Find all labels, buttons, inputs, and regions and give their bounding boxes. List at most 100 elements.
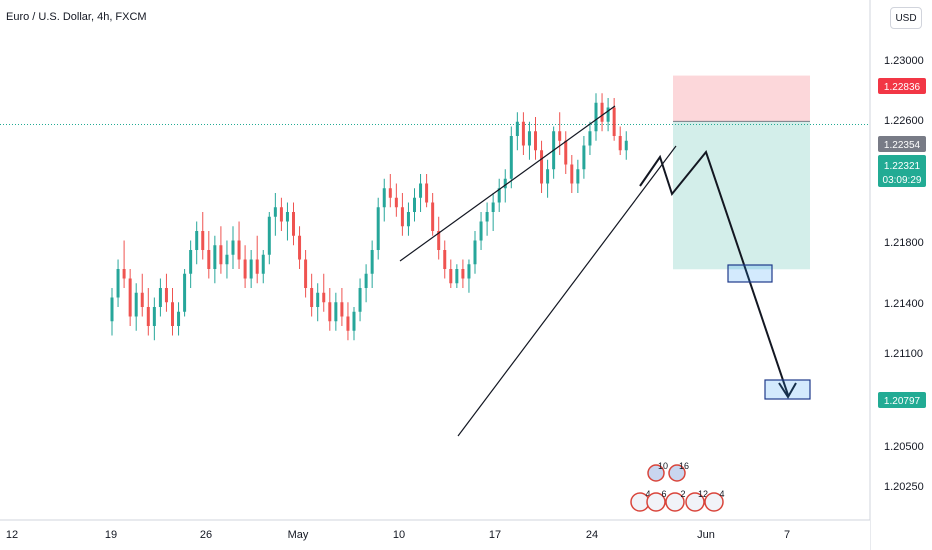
- candle: [534, 117, 537, 160]
- candle-body: [467, 264, 471, 279]
- candle-body: [285, 212, 289, 222]
- candle: [273, 193, 277, 236]
- candle-body: [322, 292, 326, 303]
- event-marker[interactable]: 2: [665, 489, 686, 512]
- countdown-timer: 03:09:29: [883, 175, 922, 186]
- candle: [231, 226, 235, 269]
- target-box-mid[interactable]: [727, 264, 773, 283]
- candle: [267, 212, 271, 265]
- candle: [334, 292, 338, 331]
- candle: [600, 93, 604, 132]
- candle-body: [437, 231, 441, 250]
- candle: [606, 98, 610, 132]
- target-box-final[interactable]: [764, 379, 811, 400]
- candle-body: [243, 259, 247, 279]
- candle: [431, 193, 435, 236]
- candle: [576, 159, 580, 193]
- candle-body: [128, 278, 132, 317]
- candle: [249, 250, 253, 288]
- take-profit-badge: 1.20797: [878, 392, 926, 408]
- candle: [376, 197, 380, 260]
- candle-body: [406, 212, 410, 227]
- candle-body: [213, 245, 217, 269]
- event-marker[interactable]: 4: [704, 489, 725, 512]
- candle-body: [267, 216, 271, 255]
- y-tick-label: 1.20500: [884, 441, 924, 453]
- event-marker[interactable]: 16: [668, 461, 689, 482]
- take-profit-zone[interactable]: [673, 121, 810, 270]
- symbol-title: Euro / U.S. Dollar, 4h, FXCM: [6, 11, 147, 23]
- candle: [552, 126, 556, 179]
- event-count: 12: [698, 489, 708, 499]
- candle-body: [388, 188, 392, 198]
- candle: [394, 183, 398, 217]
- candle: [503, 169, 507, 203]
- candle: [298, 226, 302, 269]
- candle-body: [449, 269, 453, 284]
- time-axis[interactable]: [0, 520, 870, 550]
- x-tick-label: 24: [586, 529, 598, 541]
- candle: [461, 259, 465, 288]
- event-marker[interactable]: 6: [646, 489, 667, 512]
- candle-body: [503, 178, 507, 189]
- event-marker[interactable]: 12: [685, 489, 708, 512]
- stop-loss-price: 1.22836: [884, 82, 921, 93]
- candle: [152, 297, 156, 341]
- candle-body: [334, 302, 338, 322]
- x-tick-label: 19: [105, 529, 117, 541]
- last-price-badge-bg: [878, 155, 926, 187]
- candle-body: [612, 107, 616, 136]
- wedge-upper-line[interactable]: [399, 105, 616, 262]
- event-marker[interactable]: 10: [647, 461, 668, 482]
- candle-body: [261, 254, 265, 274]
- candle-body: [352, 311, 356, 331]
- candle-body: [316, 292, 320, 307]
- candle: [316, 283, 320, 322]
- candle: [207, 231, 211, 279]
- y-tick-label: 1.20250: [884, 481, 924, 493]
- wedge-lower-line[interactable]: [457, 145, 677, 437]
- candle-body: [534, 131, 537, 151]
- candle: [322, 273, 326, 312]
- candle: [612, 98, 616, 141]
- projection-path[interactable]: [639, 149, 789, 396]
- event-flag-icon: [685, 492, 705, 512]
- candle-body: [624, 140, 628, 151]
- candle-body: [304, 259, 308, 288]
- candle: [425, 174, 429, 208]
- candle: [558, 112, 562, 155]
- candle: [177, 302, 181, 336]
- candle-body: [273, 207, 277, 217]
- entry-badge-bg: [878, 136, 926, 152]
- candle-body: [152, 307, 156, 326]
- last-price-price: 1.22321: [884, 161, 921, 172]
- y-tick-label: 1.23000: [884, 55, 924, 67]
- stop-loss-zone[interactable]: [673, 75, 810, 122]
- candle-body: [600, 102, 604, 122]
- candle: [122, 240, 126, 288]
- candle-body: [292, 212, 295, 236]
- currency-button[interactable]: USD: [890, 7, 922, 29]
- event-flag-icon: [665, 492, 685, 512]
- candle: [310, 273, 314, 317]
- candle: [358, 278, 362, 322]
- stop-loss-badge: 1.22836: [878, 78, 926, 94]
- candle: [406, 202, 410, 236]
- candle: [624, 131, 628, 160]
- candle-body: [237, 240, 241, 260]
- candle-body: [183, 273, 187, 312]
- candle-body: [231, 240, 235, 255]
- x-tick-label: 12: [6, 529, 18, 541]
- candle: [588, 121, 592, 155]
- candle: [255, 235, 259, 284]
- event-count: 4: [645, 489, 650, 499]
- candle: [364, 264, 368, 303]
- candle-body: [249, 259, 253, 279]
- event-flag-icon: [668, 464, 686, 482]
- candle: [467, 259, 471, 293]
- x-tick-label: Jun: [697, 529, 715, 541]
- candle-body: [497, 188, 501, 203]
- candle: [116, 259, 120, 307]
- candle: [164, 273, 168, 312]
